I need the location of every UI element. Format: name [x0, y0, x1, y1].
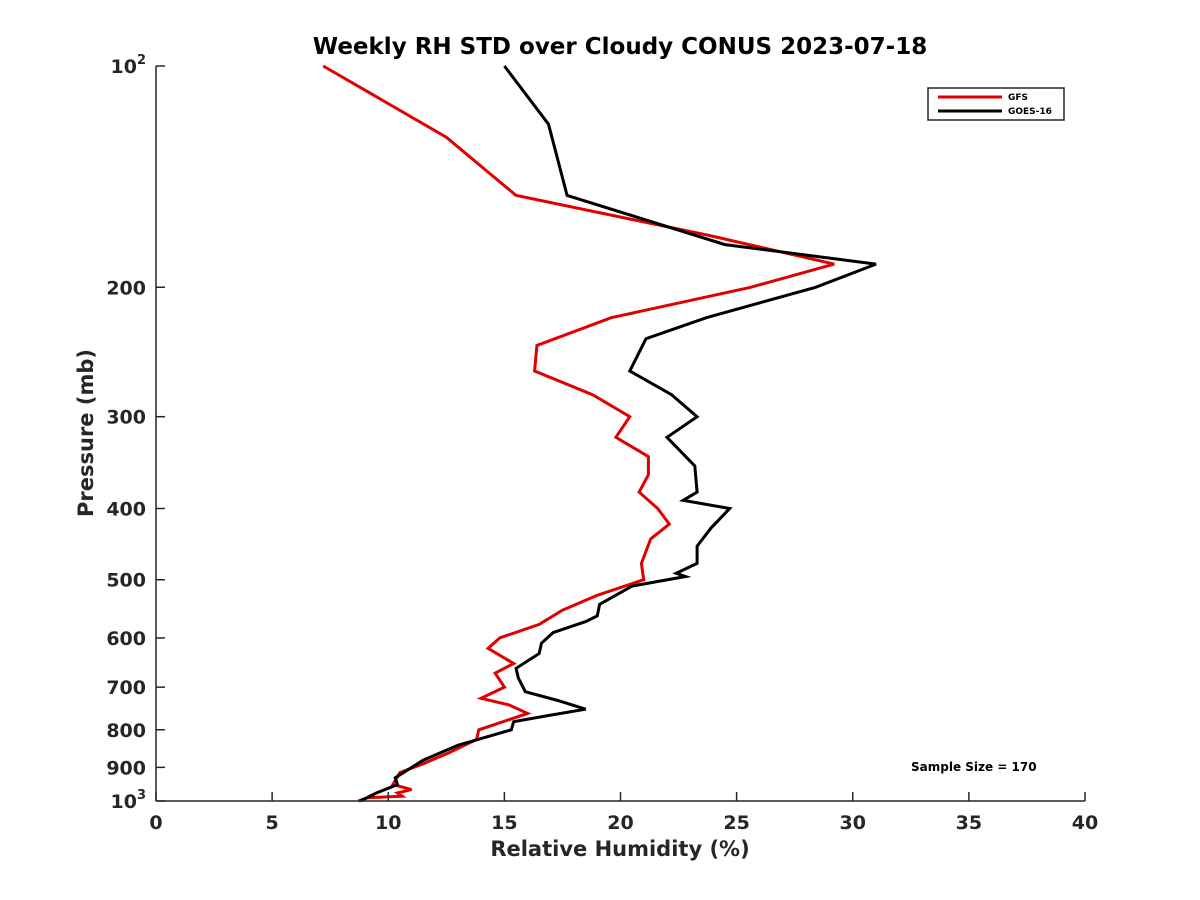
x-ticks: 0 5 10 15 20 25 30 35 40	[149, 792, 1098, 834]
y-tick-label: 800	[106, 720, 146, 742]
y-tick-label: 900	[106, 757, 146, 779]
x-tick-label: 40	[1072, 812, 1098, 834]
y-tick-label: 103	[111, 788, 147, 813]
y-tick-label: 700	[106, 677, 146, 699]
x-tick-label: 35	[956, 812, 982, 834]
x-tick-label: 30	[840, 812, 866, 834]
x-tick-label: 5	[266, 812, 279, 834]
legend: GFS GOES-16	[927, 87, 1065, 121]
x-tick-label: 20	[607, 812, 633, 834]
y-axis-label: Pressure (mb)	[74, 349, 98, 517]
y-tick-label: 300	[106, 407, 146, 429]
x-axis-label: Relative Humidity (%)	[490, 837, 749, 861]
legend-label-goes16: GOES-16	[1008, 107, 1052, 117]
y-tick-label: 600	[106, 628, 146, 650]
y-tick-label: 500	[106, 570, 146, 592]
x-tick-label: 15	[491, 812, 517, 834]
y-ticks: 102 200 300 400 500 600 700 800 900 103	[106, 53, 165, 813]
chart-title: Weekly RH STD over Cloudy CONUS 2023-07-…	[313, 34, 927, 60]
legend-label-gfs: GFS	[1008, 93, 1028, 103]
series-line-goes16	[359, 65, 877, 803]
sample-size-annotation: Sample Size = 170	[911, 760, 1037, 774]
x-tick-label: 25	[723, 812, 749, 834]
x-tick-label: 10	[375, 812, 401, 834]
series-line-gfs	[322, 64, 835, 803]
y-tick-label: 200	[106, 277, 146, 299]
legend-box	[927, 87, 1065, 121]
series-layer	[322, 64, 877, 803]
y-tick-label: 400	[106, 499, 146, 521]
x-tick-label: 0	[149, 812, 162, 834]
y-tick-label: 102	[111, 53, 147, 78]
